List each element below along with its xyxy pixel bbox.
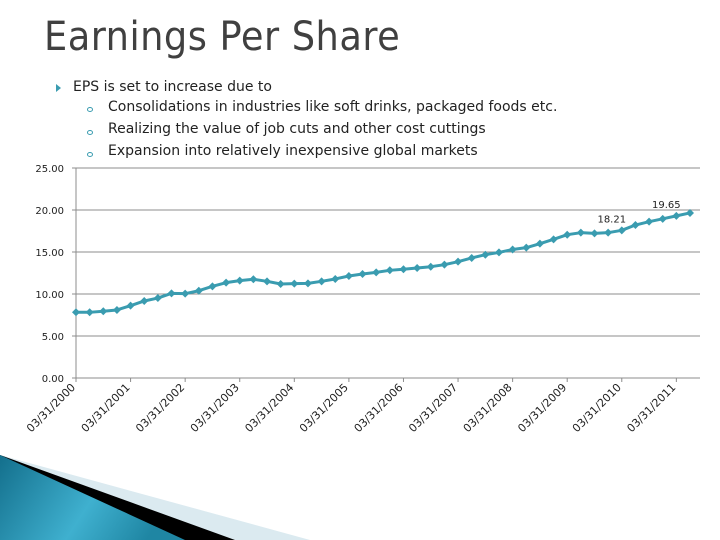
data-point-marker: [181, 289, 190, 298]
bullet-sub-1: Consolidations in industries like soft d…: [108, 99, 558, 115]
y-tick-label: 10.00: [35, 290, 64, 301]
bullet-main: EPS is set to increase due to: [73, 79, 272, 95]
data-point-marker: [576, 228, 585, 237]
data-point-marker: [549, 235, 558, 244]
data-point-marker: [72, 308, 80, 317]
data-point-marker: [426, 262, 435, 271]
data-point-marker: [167, 289, 176, 298]
data-point-marker: [235, 276, 244, 285]
circle-bullet-icon: [87, 130, 93, 135]
data-point-marker: [535, 239, 544, 248]
data-point-marker: [467, 253, 476, 262]
data-label: 18.21: [597, 214, 626, 225]
data-point-marker: [140, 296, 149, 305]
slide-title: Earnings Per Share: [44, 14, 401, 60]
data-point-marker: [440, 260, 449, 269]
y-tick-label: 5.00: [42, 332, 64, 343]
data-point-marker: [208, 282, 217, 291]
y-axis-labels: 0.00 5.00 10.00 15.00 20.00 25.00: [35, 164, 64, 385]
data-point-marker: [372, 268, 381, 277]
data-point-marker: [590, 229, 599, 238]
data-point-marker: [494, 248, 503, 257]
data-point-marker: [331, 274, 340, 283]
data-point-marker: [290, 279, 299, 288]
y-tick-label: 20.00: [35, 206, 64, 217]
data-point-marker: [263, 277, 272, 286]
data-labels: 18.21 19.65: [597, 200, 680, 225]
data-point-marker: [631, 221, 640, 230]
data-point-marker: [317, 277, 326, 286]
data-point-marker: [413, 263, 422, 272]
data-point-marker: [153, 294, 162, 303]
triangle-bullet-icon: [56, 84, 61, 92]
data-point-marker: [112, 305, 121, 314]
data-point-marker: [222, 278, 231, 287]
data-point-marker: [385, 266, 394, 275]
data-point-marker: [604, 228, 613, 237]
data-point-marker: [522, 243, 531, 252]
data-label: 19.65: [652, 200, 681, 211]
eps-series: [72, 208, 694, 317]
y-tick-label: 25.00: [35, 164, 64, 175]
circle-bullet-icon: [87, 107, 93, 112]
data-point-marker: [99, 307, 108, 316]
data-point-marker: [303, 279, 312, 288]
data-point-marker: [686, 208, 694, 217]
data-point-marker: [358, 270, 367, 279]
data-point-marker: [658, 214, 667, 223]
circle-bullet-icon: [87, 152, 93, 157]
data-point-marker: [85, 308, 94, 317]
data-point-marker: [672, 211, 681, 220]
data-point-marker: [399, 265, 408, 274]
data-point-marker: [249, 275, 258, 284]
y-tick-label: 15.00: [35, 248, 64, 259]
bullet-sub-3: Expansion into relatively inexpensive gl…: [108, 143, 478, 159]
data-point-marker: [344, 272, 353, 281]
data-point-marker: [454, 257, 463, 266]
data-point-marker: [126, 301, 135, 310]
data-point-marker: [194, 286, 203, 295]
y-tick-label: 0.00: [42, 374, 64, 385]
data-point-marker: [481, 250, 490, 259]
data-point-marker: [563, 230, 572, 239]
data-point-marker: [617, 226, 626, 235]
bullet-sub-2: Realizing the value of job cuts and othe…: [108, 121, 486, 137]
data-point-marker: [276, 280, 285, 289]
data-point-marker: [645, 217, 654, 226]
data-point-marker: [508, 245, 517, 254]
